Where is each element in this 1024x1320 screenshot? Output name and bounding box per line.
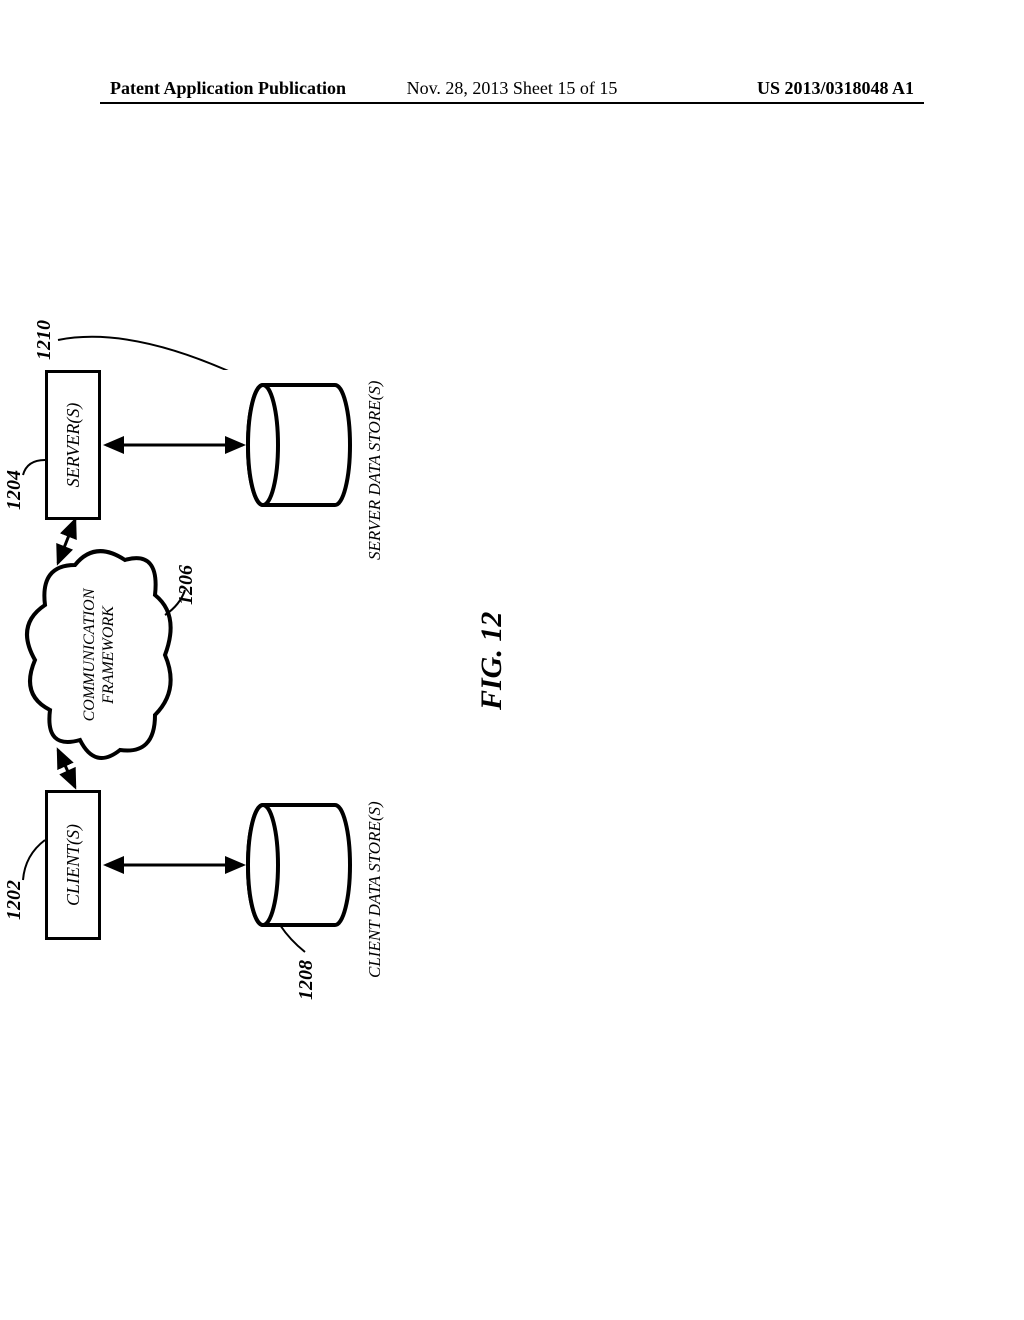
- client-store-label: CLIENT DATA STORE(S): [365, 801, 385, 978]
- leader-1204: [15, 440, 50, 490]
- cloud-label-line1: COMMUNICATION: [81, 589, 98, 722]
- figure-diagram: 1200 CLIENT(S) 1202 SERVER(S) 1204 COMMU…: [0, 330, 975, 990]
- leader-1208: [275, 920, 315, 960]
- cloud-label: COMMUNICATION FRAMEWORK: [80, 560, 118, 750]
- leader-1202: [15, 835, 50, 885]
- arrow-server-store: [101, 430, 251, 460]
- figure-caption: FIG. 12: [475, 612, 509, 710]
- header-patent-number: US 2013/0318048 A1: [757, 78, 914, 99]
- client-label: CLIENT(S): [63, 824, 84, 906]
- arrow-server-cloud: [50, 513, 90, 568]
- client-store-ref: 1208: [295, 960, 318, 1000]
- server-node: SERVER(S): [45, 370, 101, 520]
- header-divider: [100, 102, 924, 104]
- leader-1210: [53, 320, 253, 370]
- header-sheet-info: Nov. 28, 2013 Sheet 15 of 15: [407, 78, 618, 99]
- arrow-client-store: [101, 850, 251, 880]
- arrow-client-cloud: [50, 742, 90, 792]
- cloud-label-line2: FRAMEWORK: [100, 606, 117, 704]
- client-ref: 1202: [3, 880, 26, 920]
- server-label: SERVER(S): [63, 403, 84, 488]
- header-publication: Patent Application Publication: [110, 78, 346, 99]
- leader-1206: [160, 580, 190, 620]
- server-store-label: SERVER DATA STORE(S): [365, 381, 385, 560]
- client-data-store: [245, 800, 355, 930]
- client-node: CLIENT(S): [45, 790, 101, 940]
- page-header: Patent Application Publication Nov. 28, …: [0, 78, 1024, 99]
- server-data-store: [245, 380, 355, 510]
